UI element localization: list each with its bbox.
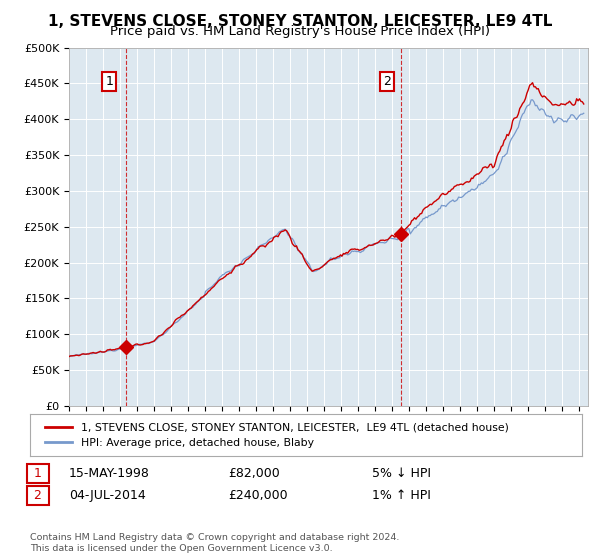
Text: Price paid vs. HM Land Registry's House Price Index (HPI): Price paid vs. HM Land Registry's House …	[110, 25, 490, 38]
Text: 04-JUL-2014: 04-JUL-2014	[69, 489, 146, 502]
Legend: 1, STEVENS CLOSE, STONEY STANTON, LEICESTER,  LE9 4TL (detached house), HPI: Ave: 1, STEVENS CLOSE, STONEY STANTON, LEICES…	[41, 418, 513, 452]
Text: 1, STEVENS CLOSE, STONEY STANTON, LEICESTER, LE9 4TL: 1, STEVENS CLOSE, STONEY STANTON, LEICES…	[48, 14, 552, 29]
Text: £82,000: £82,000	[228, 466, 280, 480]
Text: 1: 1	[30, 466, 46, 480]
Text: 15-MAY-1998: 15-MAY-1998	[69, 466, 150, 480]
Text: 2: 2	[383, 75, 391, 88]
Text: 1% ↑ HPI: 1% ↑ HPI	[372, 489, 431, 502]
Text: 5% ↓ HPI: 5% ↓ HPI	[372, 466, 431, 480]
Text: Contains HM Land Registry data © Crown copyright and database right 2024.
This d: Contains HM Land Registry data © Crown c…	[30, 533, 400, 553]
Text: £240,000: £240,000	[228, 489, 287, 502]
Text: 2: 2	[30, 489, 46, 502]
Text: 1: 1	[106, 75, 113, 88]
